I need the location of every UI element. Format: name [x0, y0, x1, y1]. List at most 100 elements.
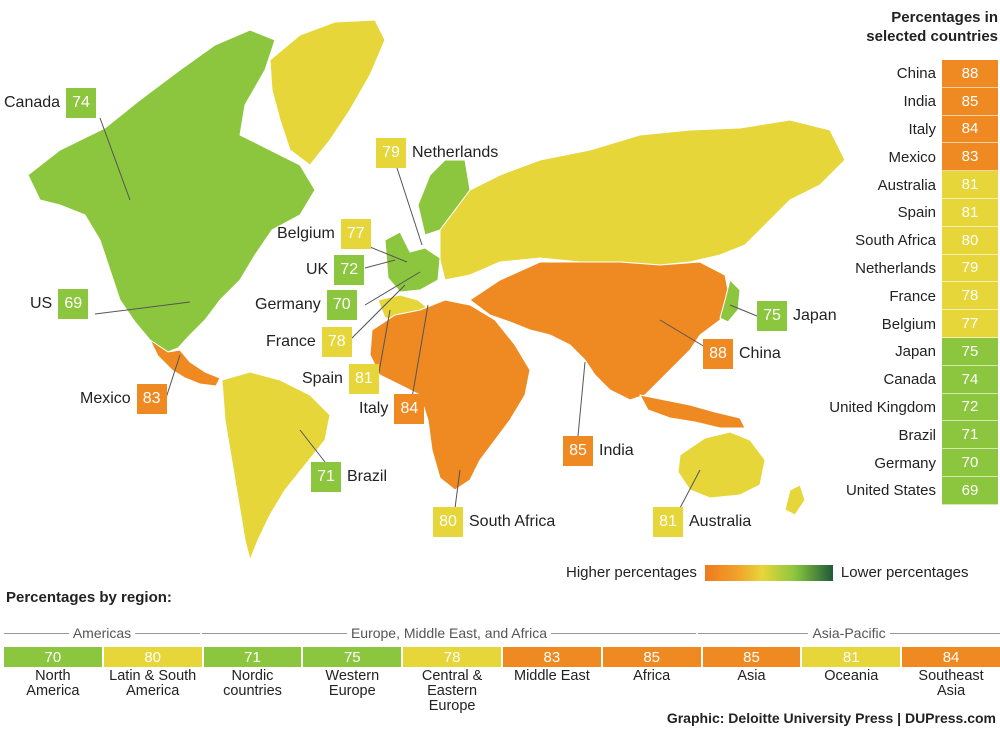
legend-low-label: Lower percentages — [840, 564, 969, 581]
callout-value: 85 — [563, 436, 593, 466]
callout-name: France — [266, 333, 316, 350]
africa-shape — [369, 299, 531, 491]
callout-value: 70 — [326, 290, 357, 320]
callout-value: 84 — [394, 394, 425, 424]
divider — [135, 632, 201, 634]
callout-italy: Italy 84 — [359, 394, 425, 424]
callout-china: 88 China — [703, 339, 781, 369]
table-row: Mexico 83 — [800, 143, 998, 172]
callout-name: Mexico — [80, 390, 131, 407]
callout-japan: 75 Japan — [757, 301, 837, 331]
region-name: Central & Eastern Europe — [421, 668, 483, 714]
region-value: 75 — [303, 647, 402, 667]
region-value: 85 — [602, 647, 701, 667]
western-europe-shape — [384, 231, 441, 293]
callout-us: US 69 — [30, 289, 89, 319]
table-row: Japan 75 — [800, 337, 998, 366]
country-value: 70 — [942, 449, 998, 477]
region-item: 83 Middle East — [502, 647, 601, 714]
callout-india: 85 India — [563, 436, 634, 466]
region-item: 78 Central & Eastern Europe — [403, 647, 501, 714]
divider — [4, 632, 69, 634]
leader-lines — [94, 117, 758, 509]
country-name: Netherlands — [855, 259, 936, 277]
callout-value: 75 — [757, 301, 787, 331]
region-name: Middle East — [514, 668, 590, 684]
country-value: 79 — [942, 254, 998, 283]
country-value: 78 — [942, 282, 998, 311]
new-zealand-shape — [784, 484, 806, 516]
country-name: Canada — [883, 371, 936, 389]
region-value: 80 — [103, 647, 202, 667]
region-name: Africa — [633, 668, 671, 684]
divider — [551, 632, 697, 634]
region-value: 83 — [502, 647, 601, 667]
callout-netherlands: 79 Netherlands — [376, 138, 498, 168]
callout-south-africa: 80 South Africa — [433, 507, 555, 537]
country-value: 83 — [942, 143, 998, 172]
callout-value: 81 — [653, 507, 683, 537]
country-value: 81 — [942, 198, 998, 227]
country-name: Italy — [908, 120, 936, 138]
country-name: Spain — [897, 204, 936, 222]
color-legend: Higher percentages Lower percentages — [566, 564, 969, 581]
callout-name: India — [599, 442, 634, 459]
country-name: United States — [845, 482, 936, 500]
region-name: Western Europe — [325, 668, 380, 699]
region-item: 70 North America — [4, 647, 102, 714]
group-americas: Americas — [4, 623, 201, 643]
callout-value: 80 — [433, 507, 463, 537]
country-name: Japan — [895, 343, 936, 361]
region-name: Latin & South America — [109, 668, 197, 699]
region-value: 81 — [802, 647, 901, 667]
country-value: 75 — [942, 337, 998, 366]
group-label: Europe, Middle East, and Africa — [350, 625, 548, 641]
south-america-shape — [221, 371, 331, 561]
region-item: 75 Western Europe — [303, 647, 402, 714]
country-name: Australia — [877, 176, 936, 194]
callout-value: 79 — [376, 138, 406, 168]
region-name: Southeast Asia — [918, 668, 984, 699]
callout-name: Brazil — [347, 468, 388, 485]
legend-gradient — [704, 564, 833, 581]
legend-high-label: Higher percentages — [566, 564, 697, 581]
callout-value: 71 — [311, 462, 341, 492]
table-row: Belgium 77 — [800, 310, 998, 338]
japan-shape — [719, 279, 741, 323]
group-label: Asia-Pacific — [812, 625, 886, 641]
callout-name: Belgium — [277, 225, 335, 242]
table-row: India 85 — [800, 87, 998, 116]
table-row: Canada 74 — [800, 365, 998, 394]
callout-value: 81 — [348, 364, 379, 394]
region-name: Oceania — [824, 668, 879, 684]
region-item: 81 Oceania — [802, 647, 901, 714]
greenland-shape — [269, 19, 386, 166]
table-row: United States 69 — [800, 476, 998, 505]
russia-shape — [439, 119, 846, 281]
mexico-shape — [149, 339, 221, 387]
country-table: China 88 India 85 Italy 84 Mexico 83 Australia 81… — [800, 60, 998, 505]
table-row: United Kingdom 72 — [800, 393, 998, 422]
region-item: 85 Africa — [602, 647, 701, 714]
callout-name: Netherlands — [412, 144, 499, 161]
callout-name: Canada — [4, 94, 61, 111]
callout-name: Italy — [359, 400, 389, 417]
callout-mexico: Mexico 83 — [80, 384, 167, 414]
callout-name: Germany — [255, 296, 321, 313]
callout-belgium: Belgium 77 — [277, 219, 371, 249]
southeast-asia-shape — [639, 394, 746, 429]
callout-value: 78 — [321, 327, 352, 357]
callout-name: UK — [306, 261, 329, 278]
table-row: Spain 81 — [800, 198, 998, 227]
callout-value: 69 — [58, 289, 89, 319]
region-groups: Americas Europe, Middle East, and Africa… — [4, 623, 1000, 643]
callout-value: 83 — [136, 384, 167, 414]
region-name: Asia — [737, 668, 766, 684]
country-value: 69 — [942, 476, 998, 505]
country-value: 74 — [942, 365, 998, 394]
table-row: Germany 70 — [800, 449, 998, 477]
australia-shape — [677, 431, 766, 499]
divider — [698, 632, 809, 634]
region-value: 78 — [403, 647, 501, 667]
